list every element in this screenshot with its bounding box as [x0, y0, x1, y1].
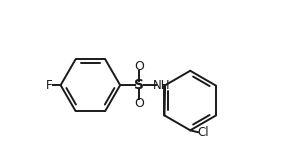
- Text: Cl: Cl: [197, 126, 209, 139]
- Text: O: O: [134, 97, 144, 110]
- Text: S: S: [134, 78, 144, 92]
- Text: NH: NH: [152, 79, 170, 92]
- Text: F: F: [46, 79, 53, 92]
- Text: O: O: [134, 60, 144, 73]
